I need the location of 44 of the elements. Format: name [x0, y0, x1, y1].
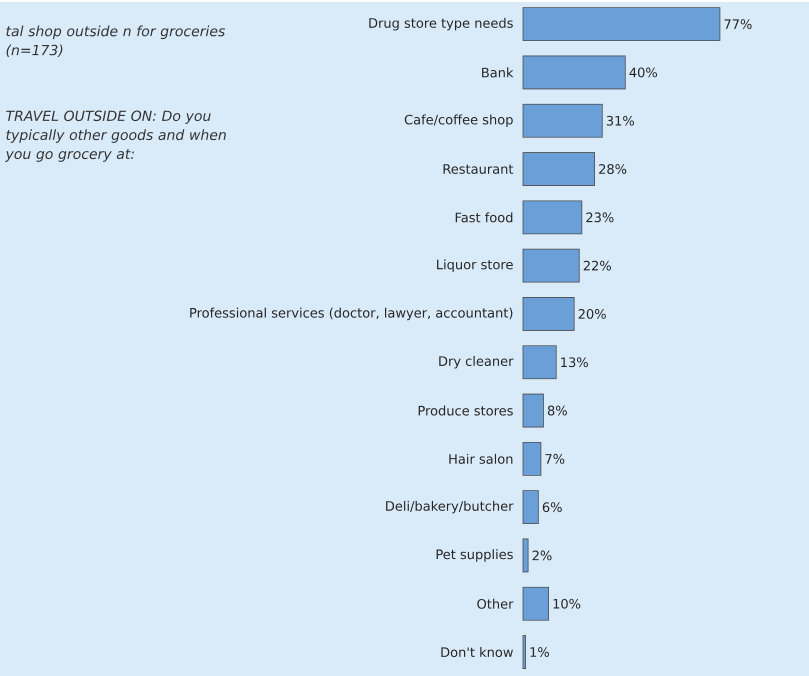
bar: [522, 296, 575, 331]
bar: [522, 442, 542, 476]
data-label: 20%: [578, 308, 606, 319]
bar: [522, 394, 544, 428]
bar: [522, 200, 582, 234]
data-label: 77%: [724, 19, 752, 29]
bar: [522, 7, 720, 41]
data-label: 10%: [554, 598, 580, 609]
bar: [522, 490, 539, 524]
data-label: 23%: [586, 212, 614, 222]
data-label: 28%: [599, 164, 626, 174]
y-tick-label: Liquor store: [437, 259, 513, 272]
y-tick-label: Other: [477, 598, 514, 609]
y-tick-label: Restaurant: [444, 164, 514, 174]
text: TRAVEL OUTSIDE ON: Do you typically other goods and when you go grocery at:: [5, 110, 226, 162]
data-label: 13%: [561, 357, 588, 368]
data-label: 6%: [542, 502, 562, 512]
bar: [522, 248, 580, 282]
y-tick-label: Hair salon: [449, 454, 512, 464]
text: tal shop outside n for groceries (n=173): [6, 25, 225, 57]
bar: [522, 586, 549, 621]
y-tick-label: Professional services (doctor, lawyer, accountant): [190, 308, 512, 320]
data-label: 8%: [548, 406, 567, 416]
data-label: 40%: [629, 67, 658, 78]
y-tick-label: Bank: [482, 67, 514, 78]
y-tick-label: Dry cleaner: [439, 356, 514, 368]
data-label: 31%: [606, 116, 634, 126]
bar: [522, 55, 626, 90]
data-label: 22%: [584, 260, 611, 270]
bar: [522, 152, 596, 186]
bar: [522, 104, 603, 138]
bar: [522, 635, 526, 669]
data-label: 1%: [530, 647, 549, 657]
y-tick-label: Fast food: [456, 212, 512, 222]
y-tick-label: Produce stores: [418, 405, 513, 416]
bar: [522, 345, 557, 380]
y-tick-label: Deli/bakery/butcher: [386, 500, 514, 514]
data-label: 2%: [532, 550, 552, 560]
data-label: 7%: [546, 454, 564, 464]
y-tick-label: Drug store type needs: [369, 18, 513, 30]
bar: [522, 538, 529, 572]
y-tick-label: Pet supplies: [436, 549, 513, 562]
y-tick-label: Cafe/coffee shop: [404, 114, 513, 127]
y-tick-label: Don't know: [441, 646, 513, 657]
